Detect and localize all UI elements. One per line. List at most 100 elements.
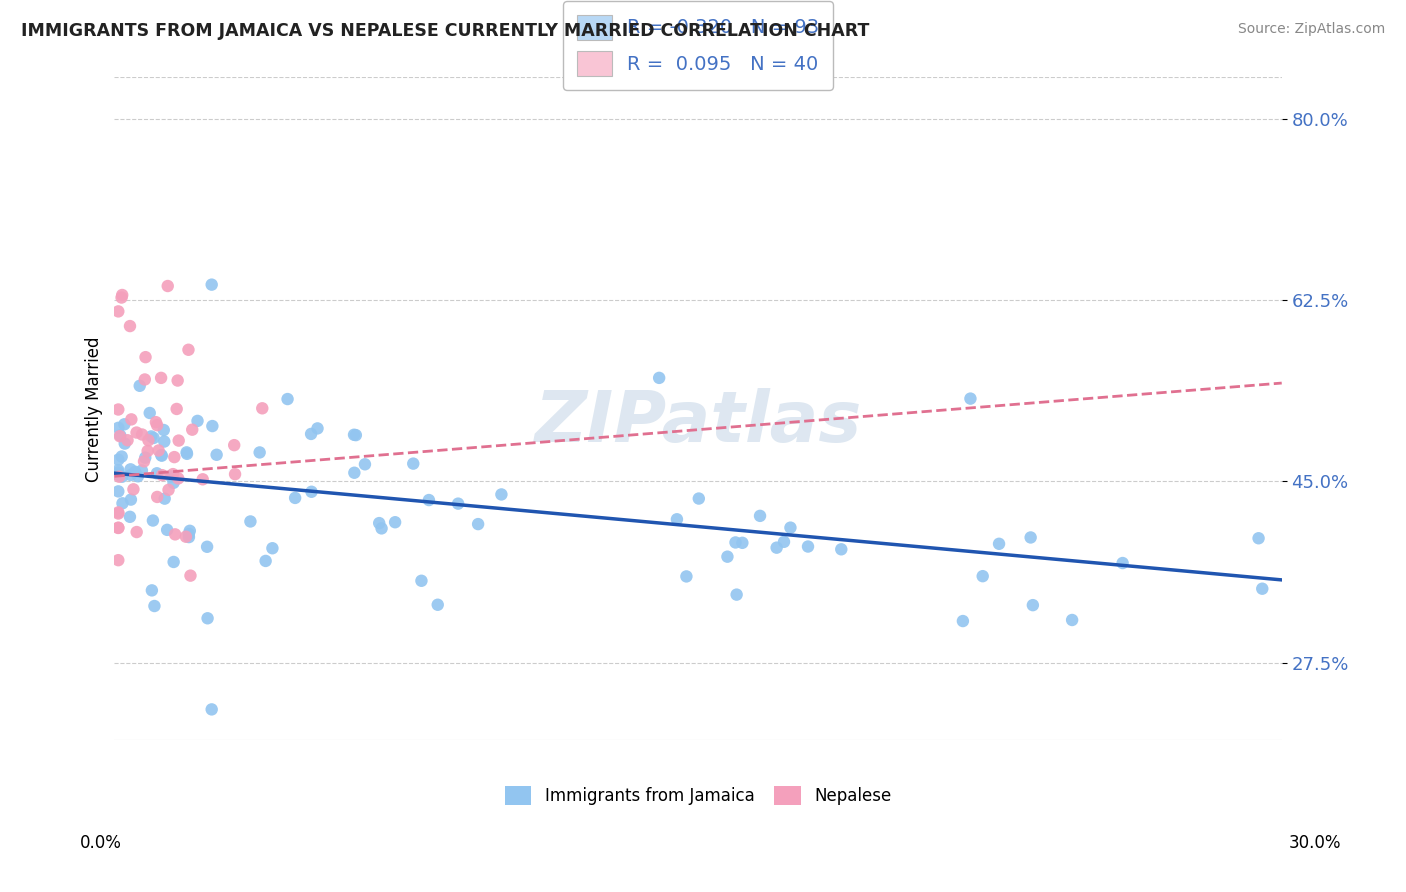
Point (779, 521, 801, 535)
Point (125, 524, 148, 539)
Point (1111, 556, 1133, 570)
Point (111, 469, 134, 483)
Point (152, 423, 174, 437)
Point (301, 484, 323, 499)
Point (167, 434, 190, 448)
Point (447, 497, 470, 511)
Point (249, 445, 271, 459)
Point (166, 374, 188, 388)
Point (150, 449, 173, 463)
Point (150, 468, 173, 483)
Point (354, 458, 377, 472)
Point (239, 515, 262, 529)
Point (165, 527, 187, 541)
Point (252, 401, 274, 416)
Point (131, 427, 153, 442)
Point (467, 517, 489, 532)
Point (143, 599, 166, 613)
Text: Source: ZipAtlas.com: Source: ZipAtlas.com (1237, 22, 1385, 37)
Point (224, 438, 246, 452)
Point (141, 429, 163, 443)
Text: 30.0%: 30.0% (1288, 834, 1341, 852)
Point (138, 406, 160, 420)
Point (284, 491, 307, 505)
Point (491, 487, 513, 501)
Point (988, 537, 1011, 551)
Point (648, 371, 671, 385)
Point (344, 428, 367, 442)
Point (191, 472, 214, 486)
Point (111, 450, 134, 464)
Point (136, 444, 159, 458)
Point (134, 450, 156, 465)
Point (299, 426, 322, 441)
Point (179, 524, 201, 538)
Point (749, 508, 772, 523)
Point (142, 431, 165, 445)
Point (157, 483, 180, 497)
Point (107, 421, 129, 435)
Point (132, 454, 155, 468)
Point (117, 434, 139, 448)
Point (145, 415, 167, 429)
Point (125, 425, 148, 440)
Point (107, 553, 129, 567)
Point (111, 496, 134, 510)
Point (426, 598, 449, 612)
Point (197, 611, 219, 625)
Point (418, 493, 440, 508)
Point (128, 379, 150, 393)
Point (174, 530, 197, 544)
Point (773, 534, 796, 549)
Point (343, 466, 366, 480)
Point (107, 467, 129, 482)
Point (176, 447, 198, 461)
Point (186, 414, 208, 428)
Point (972, 569, 994, 583)
Point (201, 277, 224, 292)
Point (110, 428, 132, 442)
Point (725, 588, 748, 602)
Point (201, 702, 224, 716)
Point (107, 521, 129, 535)
Point (830, 542, 852, 557)
Point (176, 445, 198, 459)
Point (307, 421, 329, 435)
Point (411, 574, 433, 588)
Point (368, 516, 391, 530)
Point (1022, 598, 1045, 612)
Point (277, 392, 299, 406)
Point (163, 450, 186, 464)
Point (153, 491, 176, 506)
Point (107, 467, 129, 482)
Point (384, 515, 406, 529)
Point (127, 469, 149, 483)
Point (167, 471, 190, 485)
Point (138, 434, 160, 448)
Text: IMMIGRANTS FROM JAMAICA VS NEPALESE CURRENTLY MARRIED CORRELATION CHART: IMMIGRANTS FROM JAMAICA VS NEPALESE CURR… (21, 22, 869, 40)
Point (370, 521, 392, 535)
Point (110, 291, 132, 305)
Point (181, 423, 204, 437)
Point (118, 319, 141, 334)
Point (146, 467, 169, 481)
Point (108, 469, 131, 483)
Point (724, 535, 747, 549)
Point (120, 412, 142, 426)
Point (111, 288, 134, 302)
Point (166, 401, 188, 416)
Point (107, 463, 129, 477)
Point (675, 569, 697, 583)
Point (146, 490, 169, 504)
Point (402, 457, 425, 471)
Point (224, 467, 246, 482)
Point (107, 484, 129, 499)
Point (107, 452, 129, 467)
Point (254, 554, 277, 568)
Point (205, 448, 228, 462)
Point (177, 343, 200, 357)
Point (1251, 582, 1274, 596)
Point (107, 507, 129, 521)
Point (731, 536, 754, 550)
Point (148, 443, 170, 458)
